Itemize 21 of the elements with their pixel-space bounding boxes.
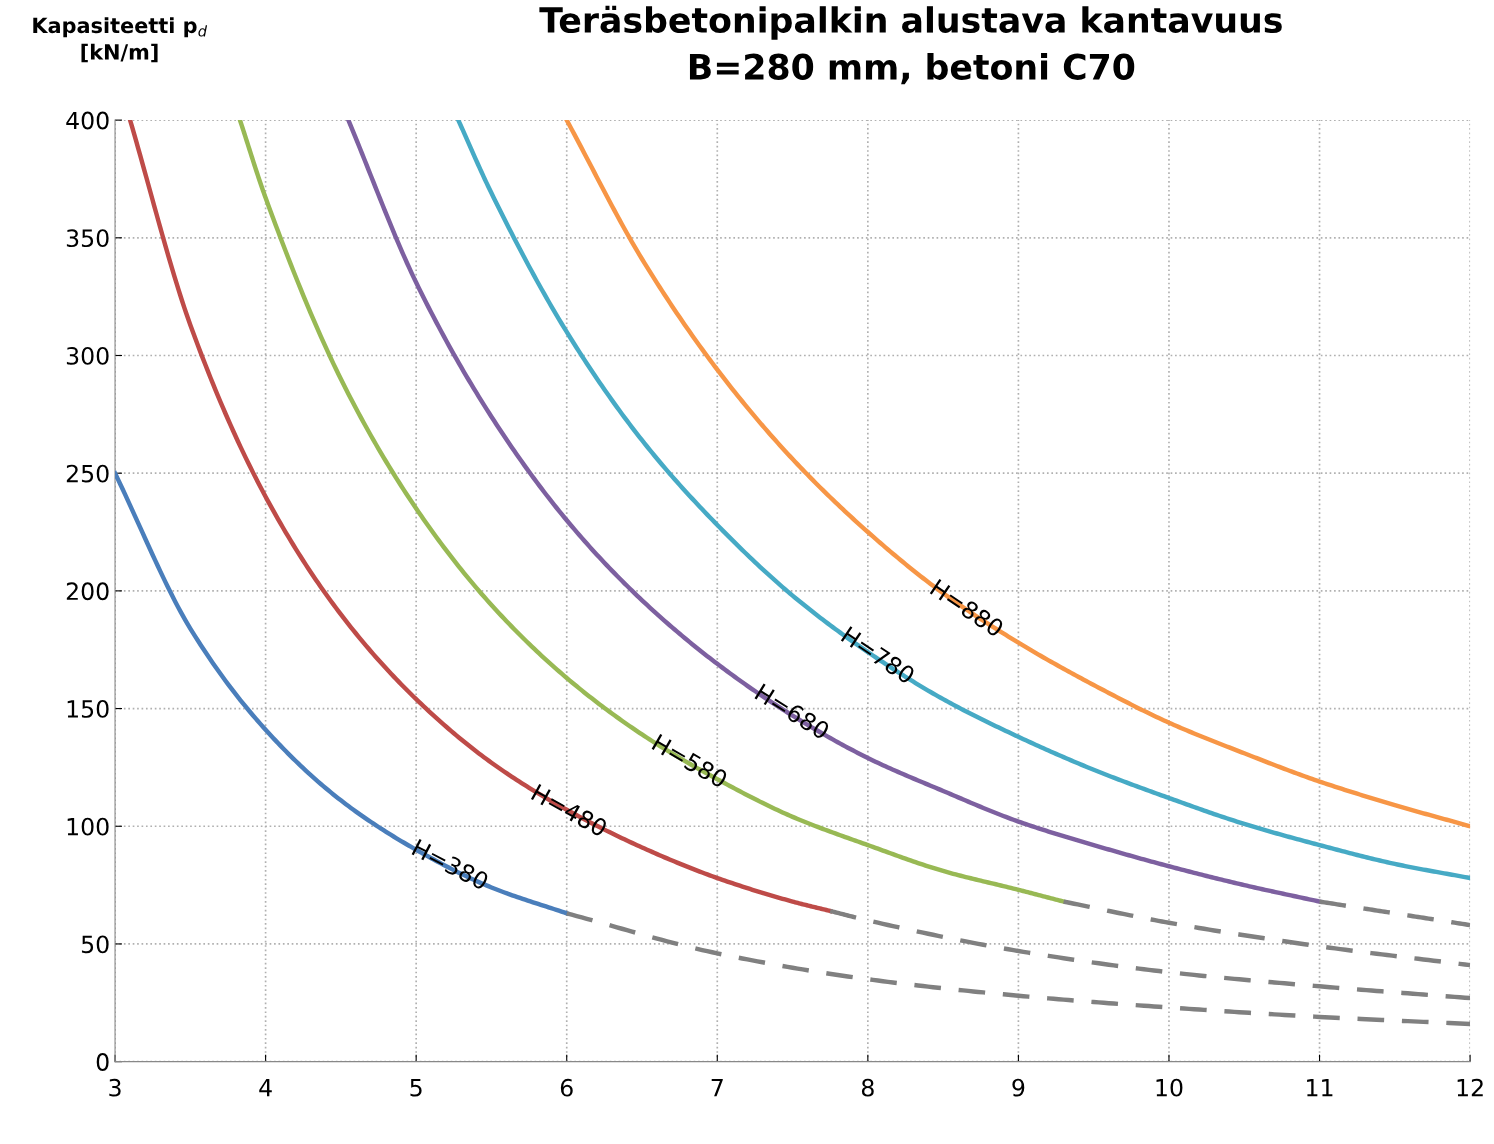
y-tick-label: 150 [67,700,109,718]
x-tick-label: 8 [861,1078,874,1097]
x-tick-label: 7 [711,1079,723,1097]
x-tick-label: 10 [1156,1078,1183,1097]
y-tick-label: 350 [66,229,109,248]
y-tick-label: 200 [66,582,109,601]
y-tick-label: 50 [81,935,109,954]
x-tick-label: 11 [1307,1079,1333,1097]
x-tick-label: 6 [560,1078,573,1097]
y-tick-label: 100 [67,817,109,836]
chart-title: Teräsbetonipalkin alustava kantavuus B=280 mm, betoni C70 [539,5,1282,85]
x-tick-label: 9 [1012,1078,1025,1097]
y-tick-label: 250 [66,464,109,483]
x-tick-label: 5 [410,1079,422,1097]
y-tick-label: 300 [66,346,109,365]
x-tick-label: 12 [1457,1078,1483,1097]
y-tick-label: 0 [96,1053,109,1071]
text: Kapasiteetti p$_{d}$ [kN/m] [33,17,208,63]
x-tick-label: 3 [109,1078,121,1097]
y-tick-label: 400 [66,111,109,130]
x-tick-label: 4 [259,1079,272,1097]
